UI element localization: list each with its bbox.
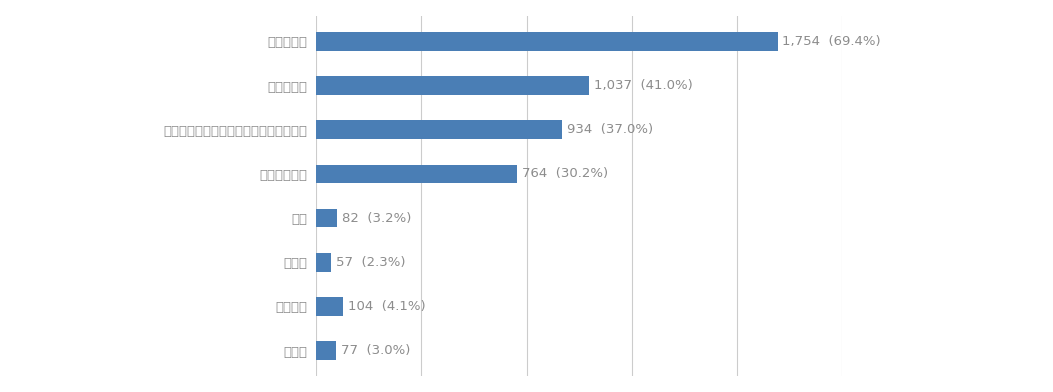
Text: 57  (2.3%): 57 (2.3%) bbox=[336, 256, 405, 269]
Bar bbox=[316, 32, 777, 51]
Bar bbox=[316, 76, 589, 95]
Text: 934  (37.0%): 934 (37.0%) bbox=[567, 123, 653, 136]
Text: 104  (4.1%): 104 (4.1%) bbox=[347, 300, 425, 313]
Bar bbox=[316, 297, 343, 316]
Bar bbox=[316, 341, 336, 360]
Text: 77  (3.0%): 77 (3.0%) bbox=[341, 344, 411, 357]
Bar bbox=[316, 120, 562, 139]
Bar bbox=[316, 209, 337, 227]
Bar bbox=[316, 165, 517, 183]
Text: 764  (30.2%): 764 (30.2%) bbox=[522, 167, 608, 180]
Text: 82  (3.2%): 82 (3.2%) bbox=[342, 212, 412, 225]
Text: 1,754  (69.4%): 1,754 (69.4%) bbox=[782, 35, 881, 48]
Bar bbox=[316, 253, 331, 272]
Text: 1,037  (41.0%): 1,037 (41.0%) bbox=[594, 79, 693, 92]
